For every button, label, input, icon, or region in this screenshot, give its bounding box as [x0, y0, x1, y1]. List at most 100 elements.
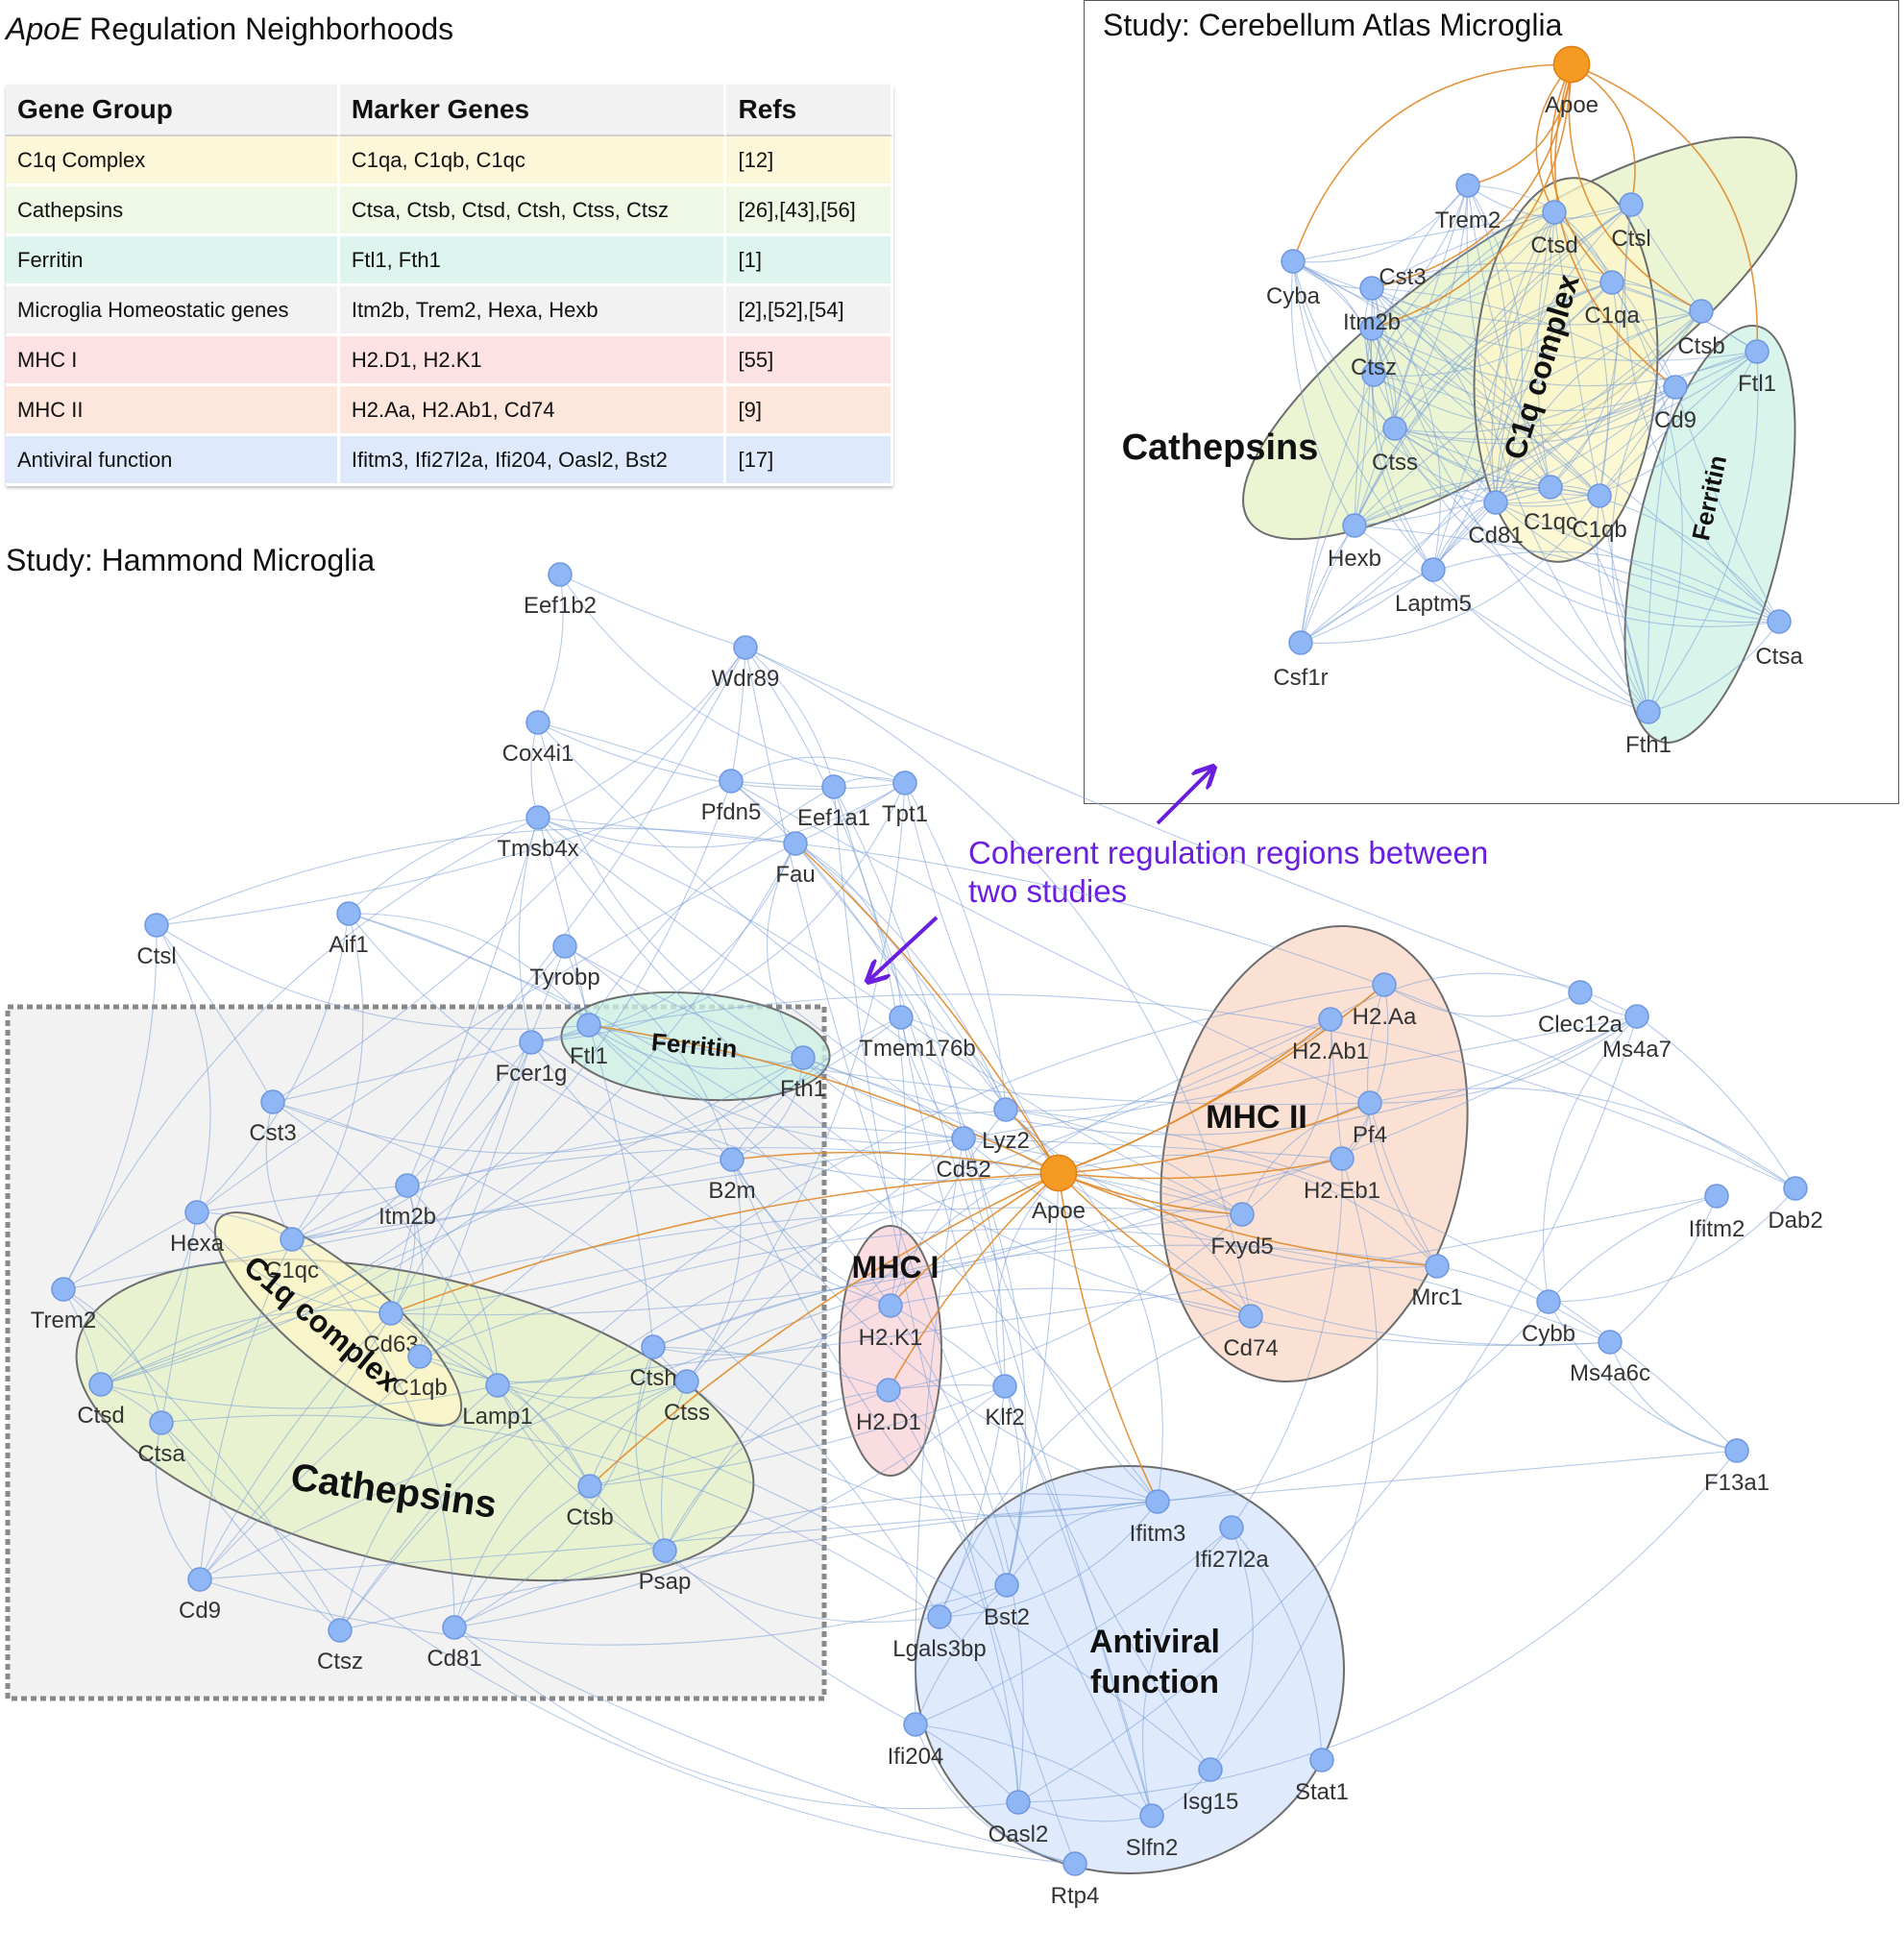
hammond-node-label-ifitm2: Ifitm2	[1689, 1216, 1745, 1242]
hammond-node-label-eef1b2: Eef1b2	[524, 593, 597, 619]
hammond-edge-ifi204-slfn2	[915, 1724, 1153, 1817]
cerebellum-edge-ctsz-csf1r	[1300, 374, 1375, 644]
hammond-edge-h2-ab1-ms4a7	[1330, 972, 1638, 1020]
hammond-node-cd63	[378, 1301, 403, 1326]
hammond-edge-wdr89-eef1a1	[745, 647, 835, 788]
cerebellum-node-label-ctsz: Ctsz	[1351, 355, 1397, 380]
hammond-edge-cd52-ifi204	[915, 1137, 964, 1725]
cerebellum-node-ctsb	[1689, 299, 1714, 324]
cerebellum-edge-c1qb-csf1r	[1300, 495, 1600, 644]
cerebellum-node-label-ctsd: Ctsd	[1530, 232, 1577, 258]
hammond-edge-aif1-h2-k1	[348, 913, 891, 1307]
refs-cell: [2],[52],[54]	[726, 286, 893, 336]
table-header-refs: Refs	[726, 85, 893, 136]
hammond-node-label-ctsl: Ctsl	[136, 943, 176, 969]
cerebellum-edge-ftl1-fth1	[1648, 351, 1759, 713]
cerebellum-edge-ctsb-c1qc	[1550, 310, 1702, 488]
cerebellum-edge-ctsl-ctsa	[1624, 204, 1780, 623]
hammond-node-c1qb	[407, 1344, 432, 1369]
hammond-edge-cox4i1-tpt1	[537, 721, 906, 790]
marker-genes-cell: Itm2b, Trem2, Hexa, Hexb	[339, 286, 727, 336]
hammond-node-clec12a	[1568, 980, 1593, 1005]
cerebellum-node-ctsl	[1619, 192, 1644, 217]
cerebellum-edge-ctsd-laptm5	[1432, 211, 1555, 571]
hammond-edge-h2-k1-cd74	[890, 1287, 1252, 1317]
cerebellum-edge-c1qa-fth1	[1611, 281, 1683, 713]
hammond-edge-ifi27l2a-isg15	[1209, 1527, 1254, 1771]
table-row: Cathepsins Ctsa, Ctsb, Ctsd, Ctsh, Ctss, …	[6, 186, 893, 236]
hammond-node-ctsl	[144, 913, 169, 938]
hammond-edge-ctsh-h2-d1	[652, 1346, 890, 1391]
hammond-edge-apoe-ctsb	[589, 1172, 1060, 1487]
hammond-edge-tpt1-apoe	[904, 782, 1060, 1174]
hammond-node-label-cd52: Cd52	[936, 1157, 990, 1183]
hammond-edge-ms4a7-dab2	[1636, 1015, 1796, 1189]
hammond-node-label-psap: Psap	[639, 1569, 692, 1595]
cerebellum-node-c1qb	[1587, 483, 1612, 508]
hammond-group-mhc1	[839, 1225, 942, 1477]
hammond-edge-ctsh-h2-k1	[652, 1305, 891, 1356]
cerebellum-node-label-itm2b: Itm2b	[1343, 309, 1401, 335]
cerebellum-group-label-cathepsins: Cathepsins	[1122, 428, 1319, 468]
cerebellum-node-label-ctss: Ctss	[1372, 450, 1418, 476]
hammond-node-ftl1	[576, 1013, 601, 1038]
hammond-edge-ms4a7-oasl2	[1017, 1015, 1638, 1803]
hammond-edge-ctss-ifitm3	[686, 1381, 1159, 1518]
hammond-edge-pf4-ms4a7	[1369, 1015, 1638, 1104]
hammond-node-fxyd5	[1230, 1202, 1255, 1227]
hammond-edge-cd81-ifitm3	[453, 1493, 1159, 1628]
hammond-edge-cd81-klf2	[453, 1385, 1006, 1628]
cerebellum-edge-cd9-laptm5	[1432, 386, 1676, 571]
cerebellum-edge-trem2-cd81	[1467, 184, 1524, 503]
hammond-edge-apoe-pf4	[1058, 1102, 1371, 1174]
cerebellum-node-cd81	[1483, 490, 1508, 515]
cerebellum-panel-title: Study: Cerebellum Atlas Microglia	[1103, 8, 1563, 42]
hammond-edge-fau-dab2	[794, 843, 1796, 1189]
hammond-edge-apoe-b2m	[731, 1151, 1060, 1174]
cerebellum-edge-ctsd-csf1r	[1300, 211, 1555, 644]
hammond-edge-lyz2-h2-k1	[890, 1109, 1007, 1307]
cerebellum-node-ctsz	[1361, 362, 1386, 387]
hammond-edge-ctsh-cd81	[453, 1346, 654, 1628]
table-row: Microglia Homeostatic genes Itm2b, Trem2,…	[6, 286, 893, 336]
hammond-edge-cst3-lgals3bp	[272, 1101, 940, 1618]
hammond-node-label-ctsh: Ctsh	[629, 1365, 676, 1391]
hammond-node-lamp1	[485, 1373, 510, 1398]
hammond-edge-ifi27l2a-slfn2	[1142, 1527, 1233, 1817]
hammond-edge-wdr89-cst3	[272, 647, 746, 1103]
hammond-node-label-lyz2: Lyz2	[982, 1128, 1030, 1154]
marker-genes-cell: H2.Aa, H2.Ab1, Cd74	[339, 386, 727, 436]
hammond-node-label-f13a1: F13a1	[1704, 1470, 1770, 1496]
hammond-edge-fcer1g-dab2	[530, 993, 1796, 1189]
hammond-edge-cybb-ifitm3	[1157, 1301, 1550, 1503]
hammond-node-label-ctss: Ctss	[664, 1400, 710, 1426]
hammond-node-label-dab2: Dab2	[1768, 1208, 1822, 1234]
hammond-node-label-ifitm3: Ifitm3	[1130, 1521, 1186, 1547]
hammond-edge-apoe-h2-ab1	[1058, 1018, 1331, 1174]
hammond-edge-tmsb4x-aif1	[348, 817, 539, 915]
hammond-node-ifi27l2a	[1219, 1515, 1244, 1540]
hammond-node-label-hexa: Hexa	[170, 1231, 225, 1257]
cerebellum-node-label-ftl1: Ftl1	[1738, 371, 1776, 397]
hammond-node-label-lamp1: Lamp1	[462, 1404, 532, 1430]
cerebellum-edge-c1qc-ctsa	[1550, 486, 1780, 623]
hammond-node-fth1	[791, 1045, 816, 1070]
hammond-node-tmem176b	[889, 1005, 914, 1030]
cerebellum-edge-cd9-cd81	[1495, 386, 1676, 503]
hammond-node-ctsa	[149, 1410, 174, 1435]
hammond-edge-ctss-psap	[660, 1381, 688, 1552]
cerebellum-edge-apoe-trem2	[1467, 63, 1573, 186]
marker-genes-cell: Ifitm3, Ifi27l2a, Ifi204, Oasl2, Bst2	[339, 436, 727, 486]
hammond-node-label-lgals3bp: Lgals3bp	[892, 1636, 986, 1662]
hammond-node-label-tmsb4x: Tmsb4x	[497, 836, 578, 862]
cerebellum-edge-apoe-cd9	[1554, 63, 1676, 388]
hammond-edge-apoe-fau	[794, 843, 1060, 1174]
hammond-node-label-ctsa: Ctsa	[137, 1441, 185, 1467]
cerebellum-edge-hexb-csf1r	[1300, 525, 1355, 644]
hammond-node-label-apoe: Apoe	[1032, 1198, 1086, 1224]
hammond-edge-hexa-trem2	[62, 1211, 198, 1290]
hammond-edge-trem2-ctsa	[62, 1288, 162, 1424]
hammond-edge-cd9-f13a1	[199, 1450, 1738, 1580]
hammond-edge-cox4i1-pfdn5	[537, 721, 732, 782]
